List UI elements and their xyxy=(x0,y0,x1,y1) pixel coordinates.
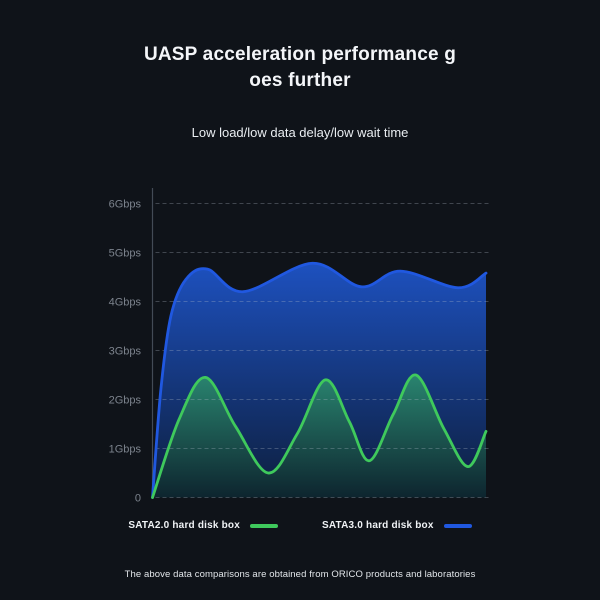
page-subtitle: Low load/low data delay/low wait time xyxy=(191,125,409,140)
y-tick-label: 1Gbps xyxy=(109,444,142,456)
y-tick-label: 6Gbps xyxy=(109,199,142,211)
page-title: UASP acceleration performance g oes furt… xyxy=(0,42,600,94)
legend-label-sata2: SATA2.0 hard disk box xyxy=(128,520,240,531)
legend-item-sata2: SATA2.0 hard disk box xyxy=(128,520,278,531)
series-line-sata2 xyxy=(151,373,488,499)
legend-swatch-blue-line xyxy=(443,523,472,528)
page-title-line-1: UASP acceleration performance g xyxy=(143,44,457,65)
y-tick-label: 3Gbps xyxy=(109,346,142,358)
chart-legend: SATA2.0 hard disk box SATA3.0 hard disk … xyxy=(0,520,600,531)
legend-item-sata3: SATA3.0 hard disk box xyxy=(322,520,472,531)
series-area-sata2 xyxy=(152,374,486,498)
y-tick-label: 2Gbps xyxy=(109,395,142,407)
y-tick-label: 0 xyxy=(135,493,141,505)
legend-swatch-green-line xyxy=(250,523,278,528)
y-tick-label: 4Gbps xyxy=(109,297,142,309)
legend-label-sata3: SATA3.0 hard disk box xyxy=(322,520,434,531)
page-title-line-2: oes further xyxy=(249,70,351,91)
series-line-sata3 xyxy=(151,261,488,499)
footer-note: The above data comparisons are obtained … xyxy=(124,569,476,580)
y-tick-label: 5Gbps xyxy=(109,248,142,260)
